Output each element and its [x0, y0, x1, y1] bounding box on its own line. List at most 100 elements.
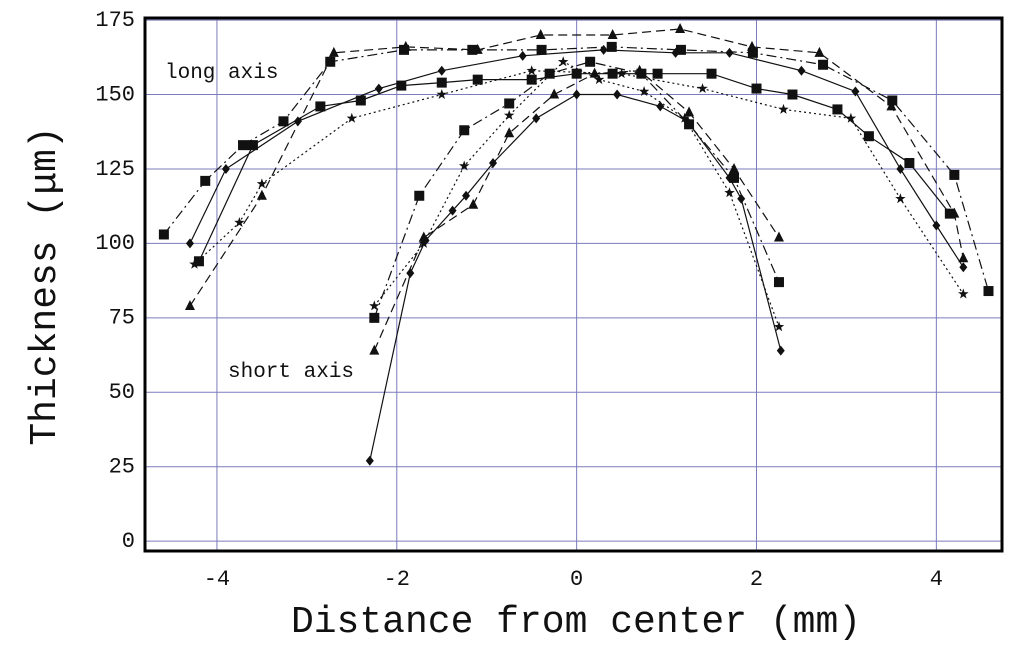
series-line — [373, 70, 780, 351]
data-point — [221, 163, 230, 174]
data-point — [256, 189, 267, 200]
plot-frame — [143, 16, 1004, 553]
data-point — [787, 89, 798, 100]
data-point — [278, 116, 289, 127]
data-point — [535, 28, 546, 39]
data-point — [369, 344, 380, 355]
data-point — [414, 190, 425, 201]
data-point — [607, 28, 618, 39]
data-point — [247, 140, 258, 151]
data-point — [599, 44, 608, 55]
data-point — [571, 68, 582, 79]
data-point — [325, 56, 336, 67]
data-point — [851, 86, 860, 97]
data-point — [656, 101, 665, 112]
data-point — [818, 59, 829, 70]
data-point — [504, 109, 515, 120]
data-point — [400, 40, 411, 51]
data-point — [436, 89, 447, 99]
data-point — [797, 65, 806, 76]
data-point — [549, 88, 560, 99]
data-point — [437, 65, 446, 76]
data-point — [773, 231, 784, 242]
data-point — [958, 288, 969, 299]
data-point — [526, 74, 537, 85]
data-point — [462, 190, 471, 201]
data-point — [725, 47, 734, 58]
data-point — [544, 68, 555, 79]
data-point — [778, 103, 789, 114]
data-point — [256, 178, 268, 189]
data-point — [557, 56, 569, 67]
data-point — [472, 43, 483, 54]
data-point — [607, 68, 618, 79]
data-point — [959, 262, 968, 273]
data-point — [729, 172, 740, 183]
y-tick-label: 50 — [109, 380, 135, 405]
y-axis-label: Thickness (μm) — [24, 126, 67, 445]
x-tick-label: -4 — [204, 567, 230, 592]
data-point — [504, 98, 515, 109]
data-point — [374, 83, 383, 94]
data-point — [532, 113, 541, 124]
series-line — [189, 49, 964, 268]
x-axis-label: Distance from center (mm) — [291, 601, 861, 644]
data-point — [396, 80, 407, 91]
data-point — [593, 74, 605, 85]
data-point — [751, 83, 762, 94]
data-point — [652, 68, 663, 79]
data-point — [634, 64, 645, 75]
data-point — [886, 100, 897, 111]
data-point — [613, 89, 622, 100]
data-point — [355, 95, 366, 106]
data-point — [346, 112, 358, 123]
series-line — [373, 61, 780, 328]
data-point — [328, 46, 339, 57]
data-point — [684, 106, 695, 117]
data-point — [365, 455, 374, 466]
data-point — [185, 238, 194, 249]
series-line — [194, 70, 964, 295]
data-point — [675, 23, 686, 34]
data-point — [526, 65, 537, 76]
data-point — [776, 345, 785, 356]
data-point — [638, 86, 650, 96]
annotation: short axis — [228, 361, 354, 384]
data-point — [369, 312, 380, 323]
data-point — [572, 89, 581, 100]
data-point — [193, 256, 204, 267]
data-point — [436, 77, 447, 88]
data-point — [418, 231, 429, 242]
x-tick-label: 4 — [930, 567, 943, 592]
data-point — [234, 217, 245, 227]
data-point — [832, 104, 843, 115]
x-tick-label: -2 — [384, 567, 410, 592]
data-point — [679, 112, 690, 123]
annotation: long axis — [165, 62, 278, 85]
data-point — [585, 56, 596, 67]
data-point — [184, 299, 195, 310]
data-point — [932, 220, 941, 231]
data-point — [158, 229, 169, 240]
data-point — [729, 162, 740, 173]
y-tick-label: 150 — [95, 82, 135, 107]
data-point — [536, 44, 547, 55]
data-point — [747, 40, 758, 51]
data-point — [737, 193, 746, 204]
data-point — [315, 101, 326, 112]
series-line — [369, 93, 782, 461]
y-tick-label: 25 — [109, 455, 135, 480]
data-point — [369, 300, 380, 311]
data-point — [896, 163, 905, 174]
data-point — [606, 41, 617, 52]
data-point — [418, 237, 429, 248]
data-point — [200, 175, 211, 186]
y-tick-label: 175 — [95, 8, 135, 33]
data-point — [468, 198, 479, 209]
data-point — [472, 74, 483, 85]
data-point — [671, 47, 680, 58]
x-tick-label: 2 — [750, 567, 763, 592]
y-tick-label: 100 — [95, 231, 135, 256]
data-point — [949, 169, 960, 180]
data-point — [706, 68, 717, 79]
